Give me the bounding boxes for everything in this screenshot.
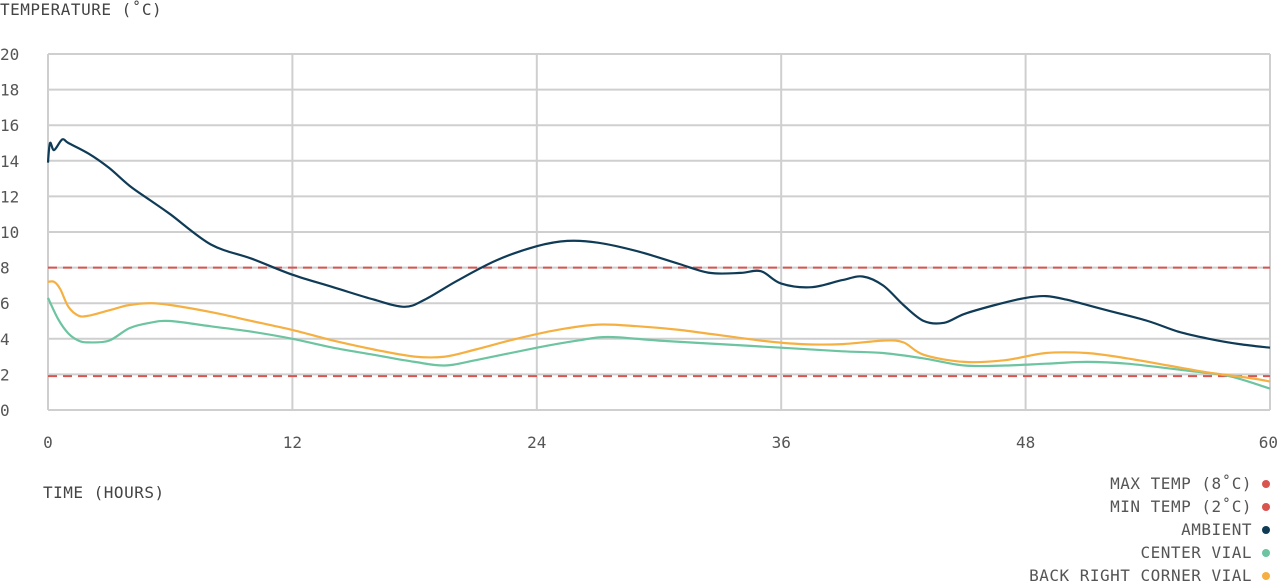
legend-label: MIN TEMP (2˚C)	[1110, 497, 1252, 516]
legend-dot	[1262, 549, 1270, 557]
x-tick-label: 48	[1016, 433, 1035, 452]
y-tick-label: 0	[0, 401, 10, 420]
x-tick-label: 12	[283, 433, 302, 452]
legend-label: MAX TEMP (8˚C)	[1110, 474, 1252, 493]
y-tick-label: 16	[0, 116, 19, 135]
x-tick-label: 36	[772, 433, 791, 452]
series-line-center-vial	[47, 297, 1271, 390]
y-tick-label: 8	[0, 259, 10, 278]
series-line-ambient	[46, 138, 1271, 349]
legend-label: AMBIENT	[1181, 520, 1252, 539]
legend-dot	[1262, 480, 1270, 488]
y-tick-label: 12	[0, 187, 19, 206]
x-tick-label: 60	[1259, 433, 1278, 452]
legend-label: CENTER VIAL	[1141, 543, 1252, 562]
legend-dot	[1262, 526, 1270, 534]
grid-layer	[47, 53, 1271, 411]
legend-label: BACK RIGHT CORNER VIAL	[1029, 566, 1252, 585]
legend-dot	[1262, 503, 1270, 511]
series-line-back-right-corner-vial	[47, 280, 1271, 383]
y-tick-label: 6	[0, 294, 10, 313]
y-tick-label: 18	[0, 81, 19, 100]
legend-dot	[1262, 572, 1270, 580]
y-tick-label: 20	[0, 45, 19, 64]
y-tick-label: 2	[0, 365, 10, 384]
y-tick-label: 14	[0, 152, 19, 171]
x-axis-title: TIME (HOURS)	[43, 483, 165, 502]
y-tick-label: 4	[0, 330, 10, 349]
y-tick-label: 10	[0, 223, 19, 242]
threshold-layer	[48, 266, 1270, 378]
series-layer	[46, 138, 1271, 390]
x-tick-label: 24	[527, 433, 546, 452]
x-tick-label: 0	[43, 433, 53, 452]
y-axis-title: TEMPERATURE (˚C)	[0, 0, 162, 19]
legend: MAX TEMP (8˚C) MIN TEMP (2˚C) AMBIENT CENTE…	[1029, 474, 1270, 585]
